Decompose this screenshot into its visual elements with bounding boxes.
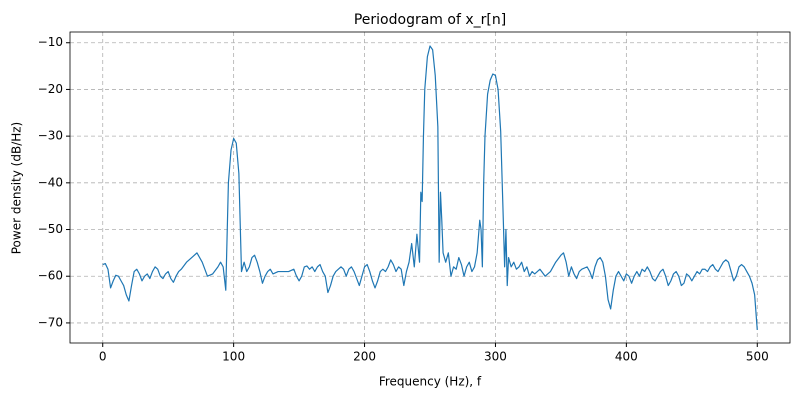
y-tick-label: −20 <box>38 82 63 96</box>
x-tick-label: 500 <box>746 350 769 364</box>
y-axis-label: Power density (dB/Hz) <box>10 122 24 255</box>
y-tick-label: −70 <box>38 315 63 329</box>
x-tick-label: 400 <box>615 350 638 364</box>
x-tick-label: 100 <box>222 350 245 364</box>
x-tick-label: 200 <box>353 350 376 364</box>
plot-frame <box>69 31 791 344</box>
y-tick-label: −60 <box>38 269 63 283</box>
x-tick-label: 0 <box>99 350 107 364</box>
x-axis-label: Frequency (Hz), f <box>379 375 482 389</box>
y-tick-label: −10 <box>38 35 63 49</box>
data-line <box>102 45 758 330</box>
chart-title: Periodogram of x_r[n] <box>354 12 506 28</box>
y-tick-label: −40 <box>38 175 63 189</box>
y-tick-label: −30 <box>38 129 63 143</box>
y-tick-label: −50 <box>38 222 63 236</box>
x-tick-label: 300 <box>484 350 507 364</box>
